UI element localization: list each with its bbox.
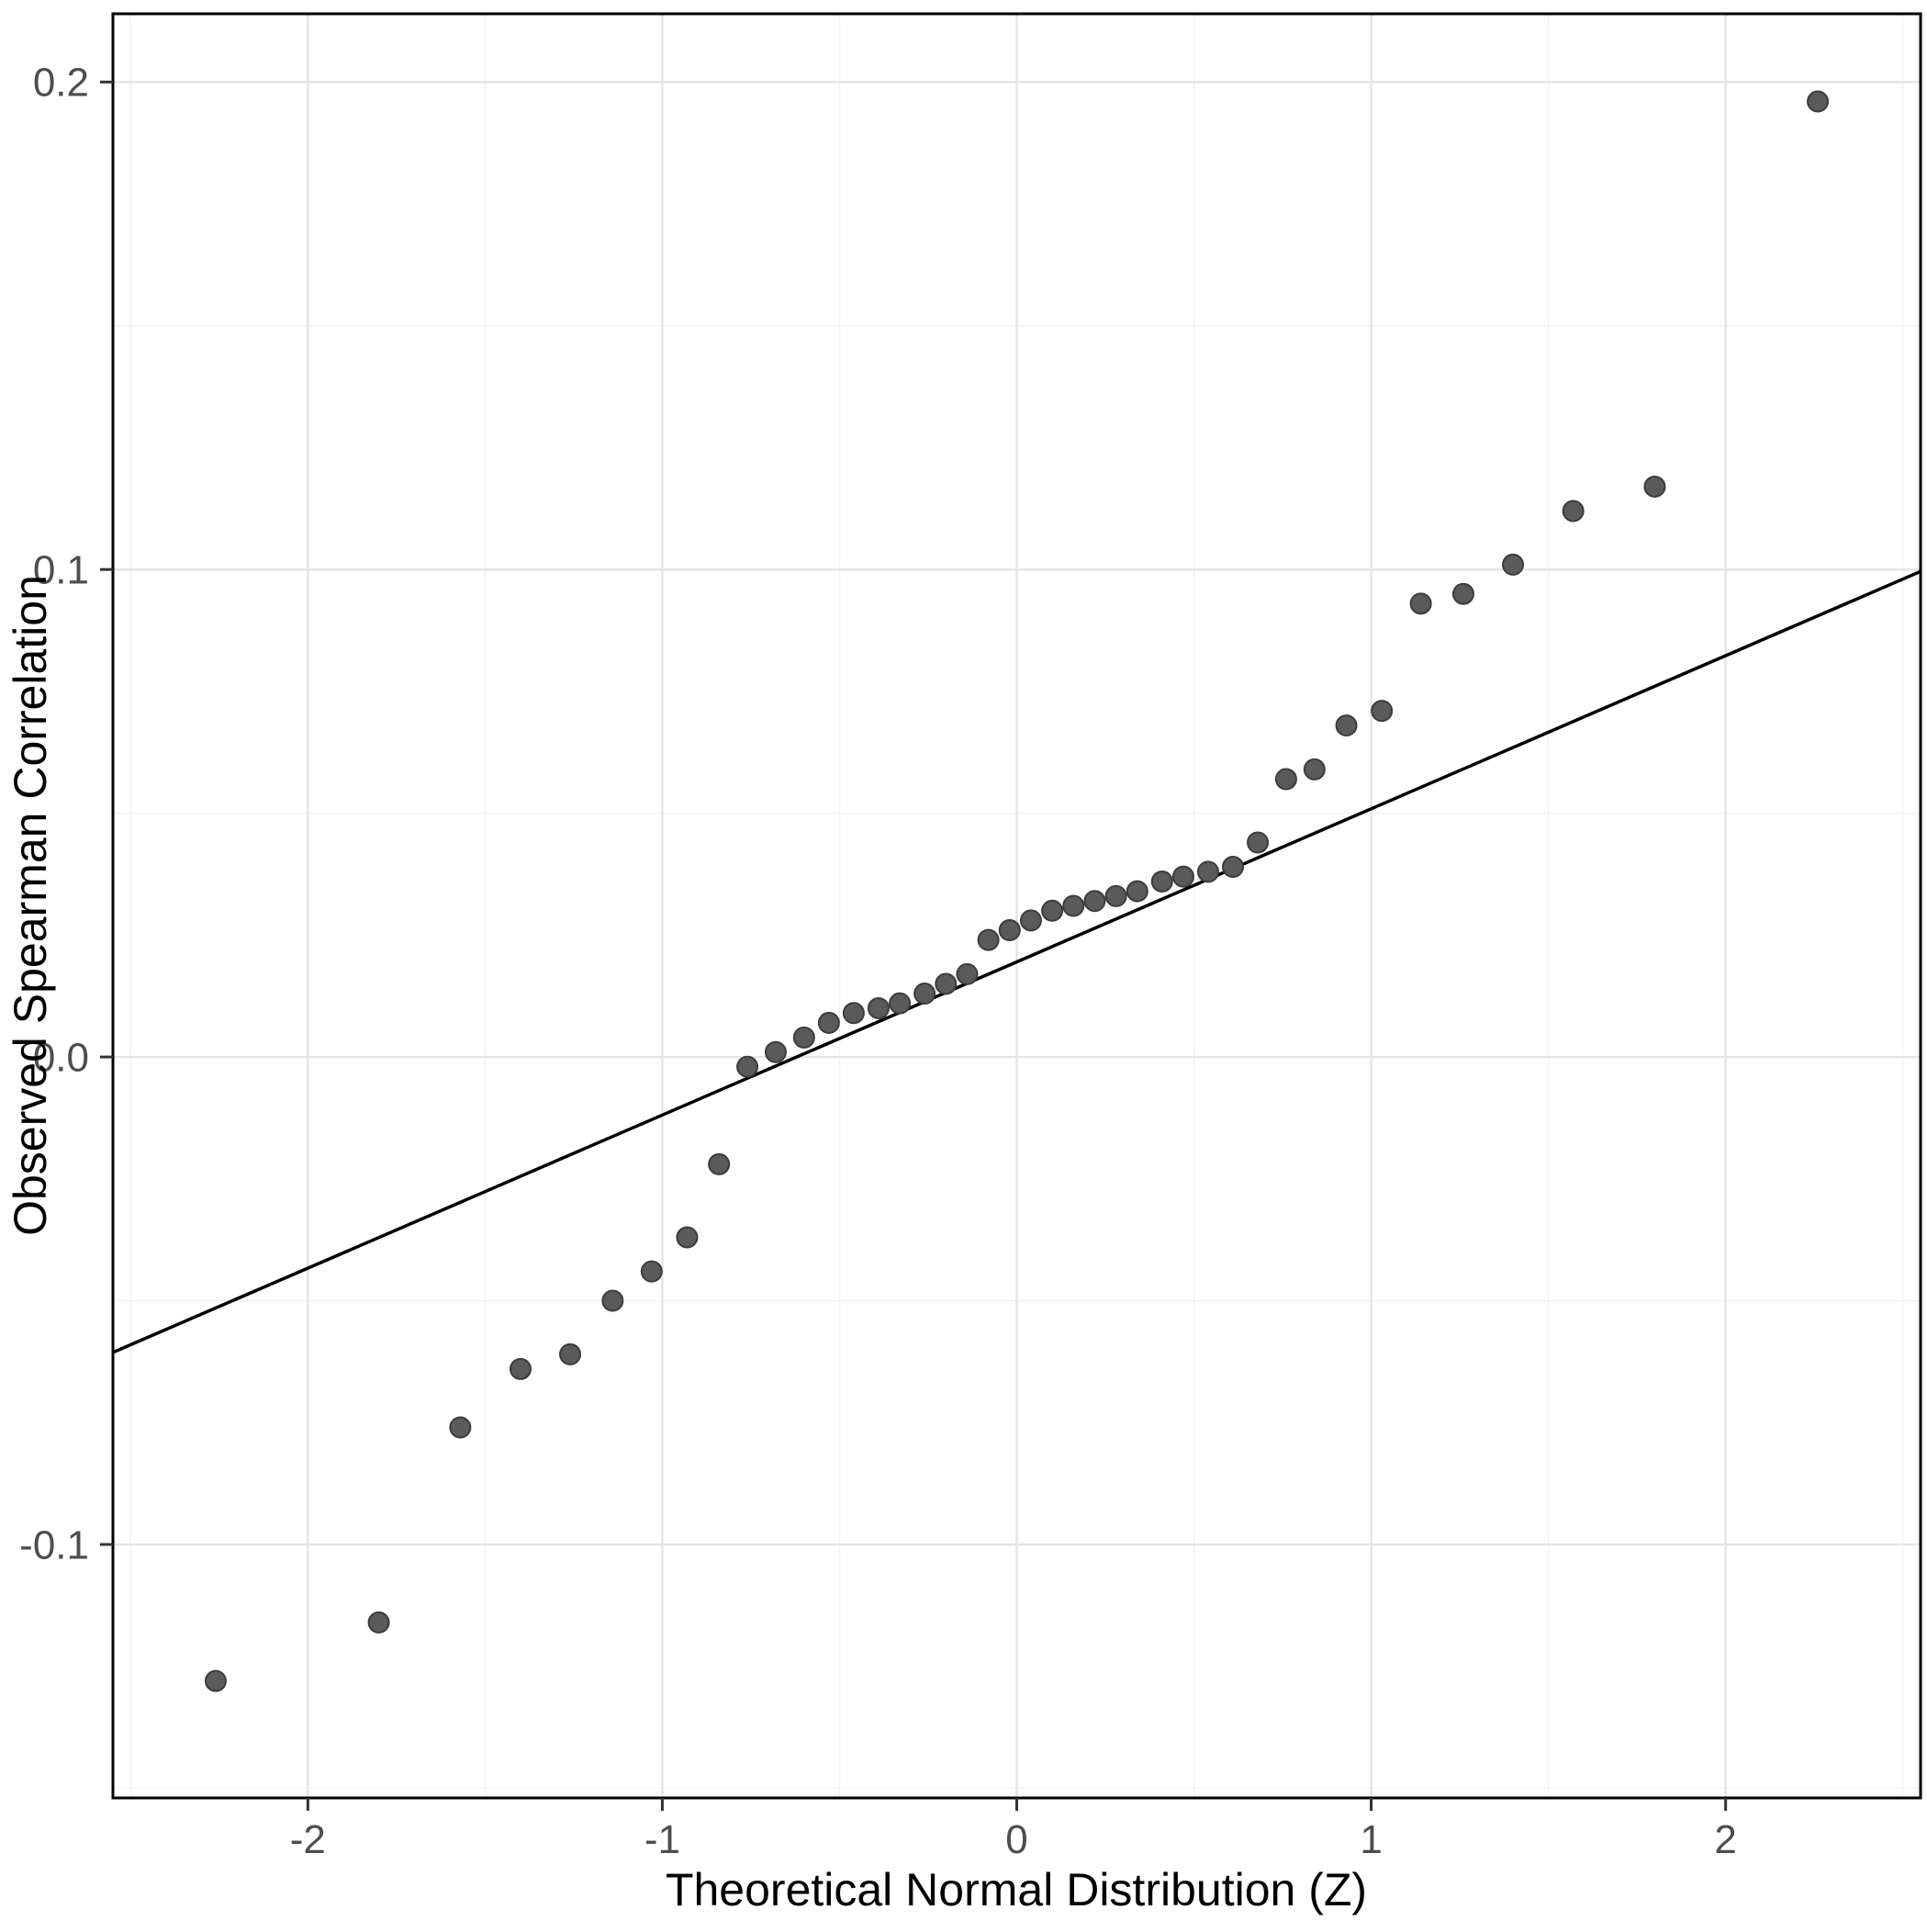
data-point	[1126, 880, 1148, 903]
data-point	[764, 1040, 787, 1063]
data-point	[1062, 894, 1085, 917]
data-point	[1562, 500, 1585, 522]
data-point	[1222, 856, 1245, 879]
data-points	[204, 90, 1830, 1692]
data-point	[1104, 884, 1127, 907]
y-tick-label: -0.1	[19, 1522, 89, 1567]
data-point	[977, 928, 1000, 951]
x-tick-label: 0	[1005, 1817, 1027, 1862]
axis-tick-labels: -2 -1 0 1 2 -0.1 0.0 0.1 0.2	[19, 61, 1737, 1862]
major-gridlines	[113, 14, 1921, 1798]
data-point	[509, 1357, 532, 1380]
data-point	[956, 962, 979, 985]
y-tick-label: 0.2	[33, 61, 89, 106]
data-point	[1303, 758, 1326, 781]
data-point	[842, 1002, 865, 1025]
data-point	[1451, 582, 1474, 605]
data-point	[1196, 860, 1219, 883]
x-tick-label: -1	[644, 1817, 680, 1862]
data-point	[867, 996, 890, 1019]
data-point	[913, 983, 936, 1005]
data-point	[676, 1226, 699, 1249]
data-point	[367, 1611, 390, 1634]
data-point	[1409, 592, 1432, 615]
data-point	[708, 1152, 731, 1175]
data-point	[935, 972, 958, 995]
data-point	[1335, 714, 1358, 737]
axis-ticks	[100, 80, 1728, 1811]
data-point	[998, 919, 1021, 942]
data-point	[601, 1289, 624, 1312]
data-point	[1371, 700, 1394, 723]
data-point	[1502, 553, 1525, 576]
data-point	[1041, 899, 1064, 922]
y-axis-title: Observed Spearman Correlation	[5, 575, 56, 1236]
data-point	[1019, 909, 1042, 932]
data-point	[449, 1416, 472, 1439]
reference-line	[112, 569, 1921, 1354]
data-point	[1247, 831, 1270, 854]
data-point	[204, 1669, 227, 1692]
data-point	[889, 992, 912, 1015]
data-point	[559, 1342, 582, 1365]
x-tick-label: 1	[1360, 1817, 1382, 1862]
data-point	[792, 1026, 815, 1049]
x-axis-title: Theoretical Normal Distribution (Z)	[666, 1864, 1367, 1915]
data-point	[1171, 865, 1194, 888]
data-point	[1083, 890, 1106, 913]
data-point	[640, 1260, 663, 1283]
y-tick-label: 0.0	[33, 1035, 89, 1080]
data-point	[817, 1011, 840, 1034]
data-point	[1807, 90, 1830, 113]
x-tick-label: -2	[290, 1817, 326, 1862]
data-point	[736, 1055, 759, 1078]
x-tick-label: 2	[1714, 1817, 1736, 1862]
data-point	[1274, 768, 1297, 791]
y-tick-label: 0.1	[33, 548, 89, 593]
data-point	[1150, 870, 1173, 893]
data-point	[1643, 475, 1666, 498]
